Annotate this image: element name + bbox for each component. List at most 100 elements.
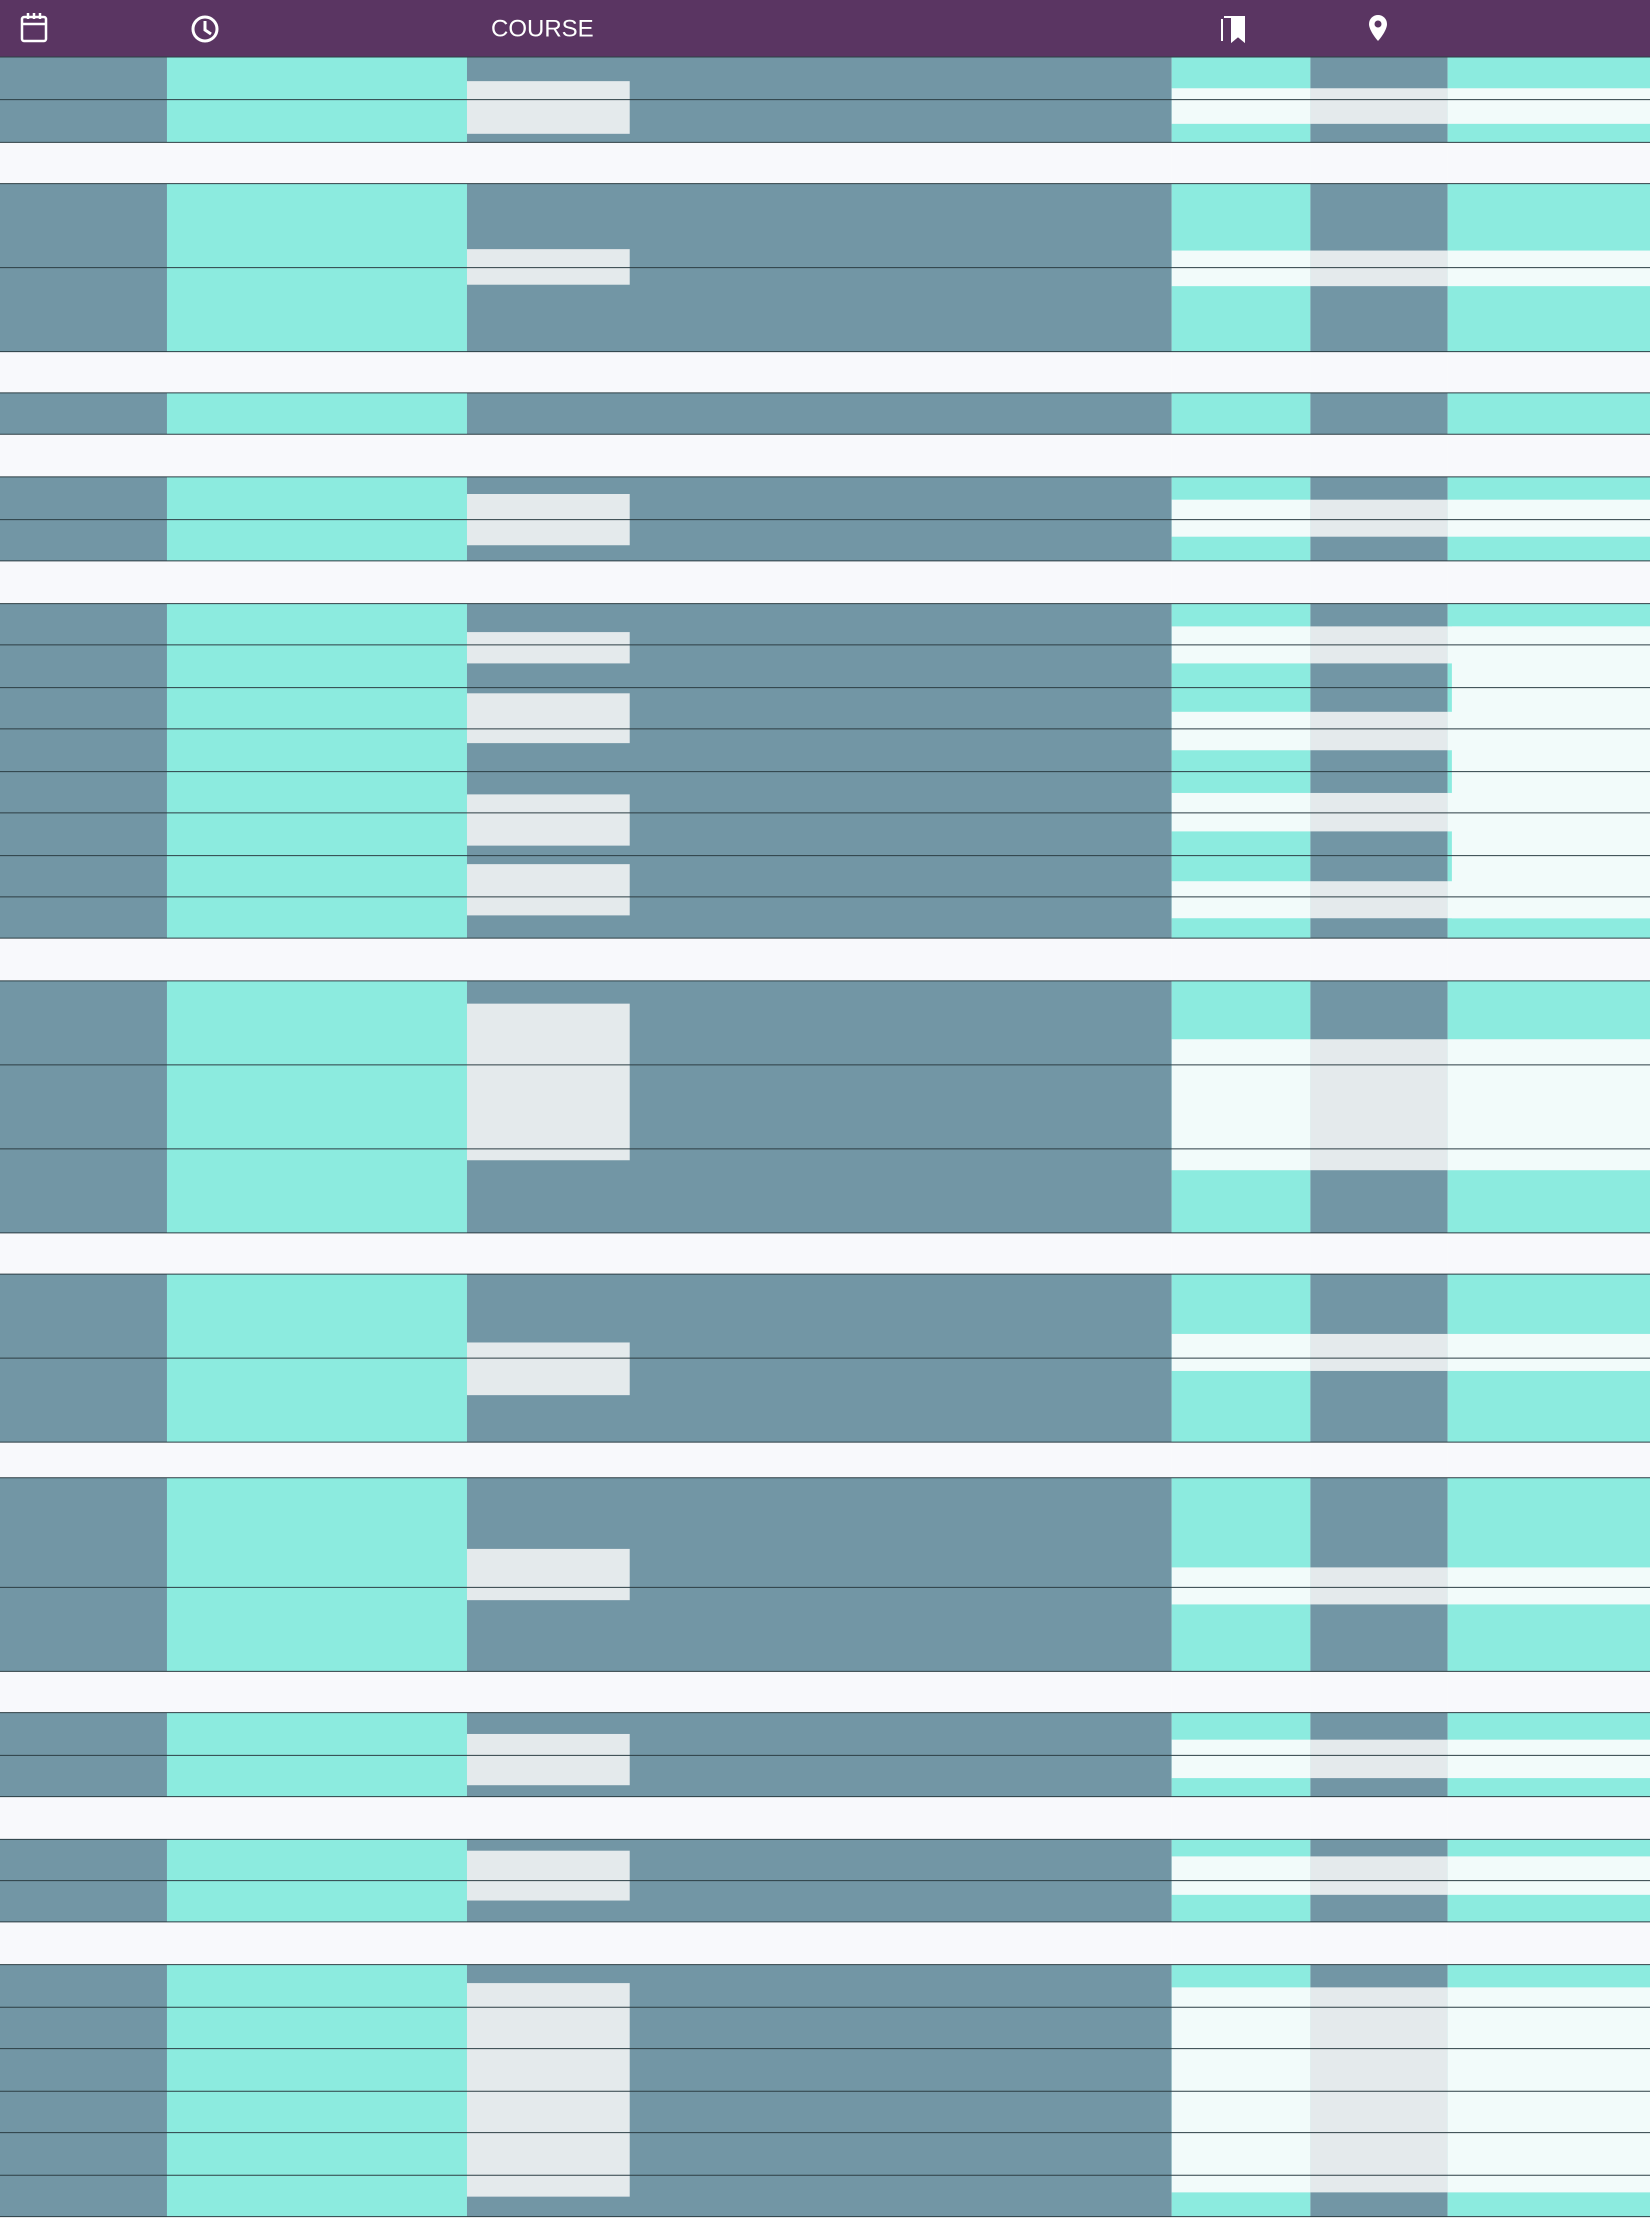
- placeholder-band: [1171, 88, 1311, 124]
- spacer-row: [1447, 351, 1650, 393]
- spacer-row: [1171, 434, 1311, 477]
- spacer-row: [1171, 1442, 1311, 1478]
- spacer-row: [1447, 1796, 1650, 1840]
- spacer-row: [466, 1671, 1172, 1713]
- course-header: COURSE: [491, 15, 594, 42]
- placeholder-block: [466, 1733, 630, 1786]
- placeholder-overlay: [1451, 626, 1650, 919]
- placeholder-block: [466, 1003, 630, 1161]
- placeholder-band: [1310, 499, 1448, 537]
- spacer-row: [1310, 351, 1448, 393]
- spacer-row: [0, 1671, 167, 1713]
- spacer-row: [466, 560, 1172, 604]
- placeholder-block: [466, 1548, 630, 1601]
- cell-block: [0, 1964, 167, 2217]
- cell-block: [166, 476, 467, 561]
- spacer-row: [166, 1921, 467, 1965]
- cell-block: [0, 603, 167, 939]
- cell-block: [0, 980, 167, 1233]
- spacer-row: [1447, 434, 1650, 477]
- table-body: [0, 56, 1650, 2218]
- placeholder-band: [1310, 792, 1448, 832]
- placeholder-band: [1447, 1039, 1650, 1171]
- spacer-row: [0, 142, 167, 184]
- spacer-row: [1171, 560, 1311, 604]
- cell-block: [1447, 392, 1650, 435]
- spacer-row: [0, 1442, 167, 1478]
- placeholder-block: [466, 864, 630, 916]
- placeholder-band: [1171, 1333, 1311, 1371]
- spacer-row: [1310, 1921, 1448, 1965]
- placeholder-band: [1171, 711, 1311, 751]
- placeholder-block: [466, 794, 630, 846]
- placeholder-band: [1447, 1987, 1650, 2193]
- bookmark-icon: [1221, 16, 1245, 44]
- spacer-row: [466, 1921, 1172, 1965]
- spacer-row: [466, 351, 1172, 393]
- placeholder-band: [1310, 1333, 1448, 1371]
- placeholder-band: [1171, 250, 1311, 287]
- placeholder-band: [1310, 1856, 1448, 1895]
- spacer-row: [166, 1232, 467, 1275]
- cell-block: [166, 1712, 467, 1797]
- spacer-row: [1310, 1232, 1448, 1275]
- spacer-row: [166, 938, 467, 981]
- placeholder-band: [1447, 1856, 1650, 1895]
- spacer-row: [466, 1796, 1172, 1840]
- cell-block: [1310, 392, 1448, 435]
- spacer-row: [0, 351, 167, 393]
- spacer-row: [1310, 1671, 1448, 1713]
- placeholder-band: [1171, 1567, 1311, 1605]
- placeholder-band: [1310, 1567, 1448, 1605]
- cell-block: [466, 392, 1172, 435]
- spacer-row: [1310, 434, 1448, 477]
- placeholder-band: [1310, 1987, 1448, 2193]
- spacer-row: [0, 938, 167, 981]
- placeholder-band: [1447, 250, 1650, 287]
- clock-icon: [191, 15, 219, 43]
- placeholder-band: [1447, 1333, 1650, 1371]
- spacer-row: [0, 434, 167, 477]
- spacer-row: [1447, 1442, 1650, 1478]
- spacer-row: [1447, 142, 1650, 184]
- spacer-row: [1310, 1442, 1448, 1478]
- placeholder-band: [1447, 88, 1650, 124]
- spacer-row: [0, 1796, 167, 1840]
- spacer-row: [466, 434, 1172, 477]
- placeholder-band: [1171, 792, 1311, 832]
- cell-block: [0, 476, 167, 561]
- placeholder-band: [1171, 1856, 1311, 1895]
- spacer-row: [1310, 1796, 1448, 1840]
- spacer-row: [466, 1442, 1172, 1478]
- spacer-row: [166, 1671, 467, 1713]
- cell-block: [166, 1964, 467, 2217]
- spacer-row: [1171, 1796, 1311, 1840]
- placeholder-band: [1310, 250, 1448, 287]
- spacer-row: [0, 560, 167, 604]
- location-icon: [1369, 15, 1387, 41]
- spacer-row: [1447, 1232, 1650, 1275]
- placeholder-band: [1310, 1739, 1448, 1779]
- spacer-row: [166, 142, 467, 184]
- spacer-row: [1310, 938, 1448, 981]
- calendar-icon: [20, 13, 48, 43]
- placeholder-band: [1171, 1039, 1311, 1171]
- placeholder-band: [1310, 711, 1448, 751]
- placeholder-block: [466, 1342, 630, 1396]
- spacer-row: [1447, 938, 1650, 981]
- spacer-row: [466, 938, 1172, 981]
- placeholder-band: [1171, 1987, 1311, 2193]
- cell-block: [166, 980, 467, 1233]
- spacer-row: [166, 1442, 467, 1478]
- spacer-row: [1447, 560, 1650, 604]
- spacer-row: [1310, 560, 1448, 604]
- spacer-row: [466, 142, 1172, 184]
- placeholder-band: [1171, 1739, 1311, 1779]
- spacer-row: [1171, 938, 1311, 981]
- cell-block: [0, 1712, 167, 1797]
- spacer-row: [1447, 1671, 1650, 1713]
- spacer-row: [1171, 1671, 1311, 1713]
- spacer-row: [166, 434, 467, 477]
